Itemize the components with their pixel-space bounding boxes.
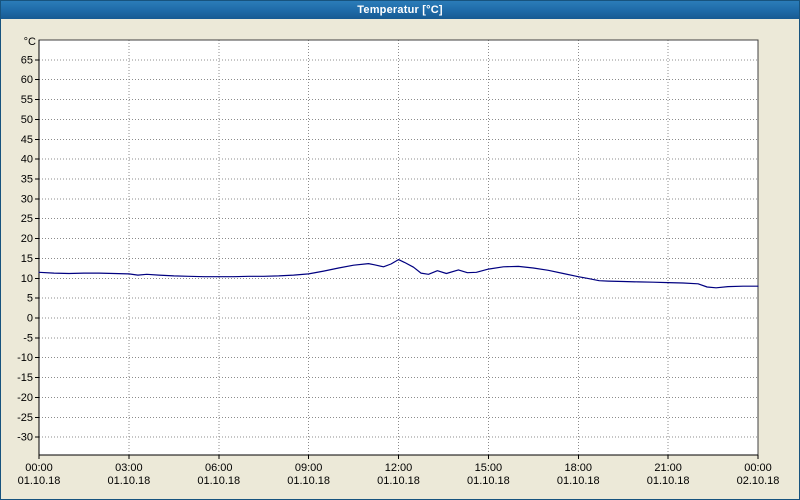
- svg-text:03:00: 03:00: [115, 462, 143, 474]
- svg-text:-10: -10: [17, 352, 33, 364]
- svg-text:21:00: 21:00: [654, 462, 682, 474]
- x-gridlines: [128, 40, 669, 455]
- svg-text:50: 50: [21, 114, 33, 126]
- svg-text:01.10.18: 01.10.18: [107, 475, 150, 487]
- svg-text:06:00: 06:00: [205, 462, 233, 474]
- window-title: Temperatur [°C]: [357, 4, 443, 16]
- svg-text:35: 35: [21, 173, 33, 185]
- svg-text:01.10.18: 01.10.18: [557, 475, 600, 487]
- svg-text:-20: -20: [17, 392, 33, 404]
- svg-text:20: 20: [21, 233, 33, 245]
- svg-text:0: 0: [27, 312, 33, 324]
- svg-text:00:00: 00:00: [25, 462, 53, 474]
- svg-text:15:00: 15:00: [475, 462, 503, 474]
- svg-text:12:00: 12:00: [385, 462, 413, 474]
- svg-text:02.10.18: 02.10.18: [737, 475, 780, 487]
- svg-text:09:00: 09:00: [295, 462, 323, 474]
- svg-text:00:00: 00:00: [744, 462, 772, 474]
- x-tick-labels: 00:0001.10.1803:0001.10.1806:0001.10.180…: [18, 455, 780, 487]
- svg-text:01.10.18: 01.10.18: [18, 475, 61, 487]
- svg-text:55: 55: [21, 94, 33, 106]
- temperature-chart: 65605550454035302520151050-5-10-15-20-25…: [17, 36, 780, 487]
- svg-text:30: 30: [21, 193, 33, 205]
- chart-area: 65 60 55 50 45 40 35 30 25 20 15 10 5 0 -5 -10 -15 -20 -25…: [1, 19, 799, 499]
- svg-text:-5: -5: [23, 332, 33, 344]
- svg-text:45: 45: [21, 134, 33, 146]
- svg-text:01.10.18: 01.10.18: [647, 475, 690, 487]
- svg-text:-25: -25: [17, 412, 33, 424]
- svg-text:01.10.18: 01.10.18: [287, 475, 330, 487]
- title-bar[interactable]: Temperatur [°C]: [1, 1, 799, 19]
- svg-text:01.10.18: 01.10.18: [197, 475, 240, 487]
- svg-text:60: 60: [21, 74, 33, 86]
- svg-text:65: 65: [21, 54, 33, 66]
- svg-text:15: 15: [21, 253, 33, 265]
- svg-text:25: 25: [21, 213, 33, 225]
- svg-text:40: 40: [21, 154, 33, 166]
- svg-text:5: 5: [27, 293, 33, 305]
- svg-text:10: 10: [21, 273, 33, 285]
- svg-text:01.10.18: 01.10.18: [377, 475, 420, 487]
- svg-text:-15: -15: [17, 372, 33, 384]
- y-tick-labels: 65605550454035302520151050-5-10-15-20-25…: [17, 54, 39, 444]
- y-axis-unit-label: °C: [24, 36, 36, 48]
- series-line: [38, 259, 759, 289]
- svg-text:01.10.18: 01.10.18: [467, 475, 510, 487]
- svg-text:-30: -30: [17, 432, 33, 444]
- svg-text:18:00: 18:00: [564, 462, 592, 474]
